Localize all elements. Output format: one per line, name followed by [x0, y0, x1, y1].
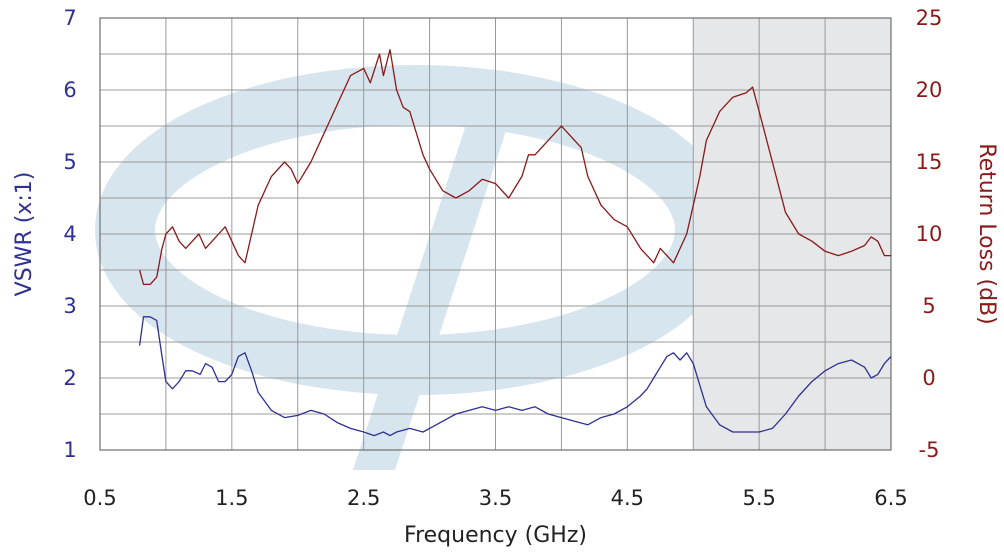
- x-axis-title: Frequency (GHz): [404, 523, 587, 548]
- x-tick-label: 1.5: [215, 486, 248, 510]
- series-line-return-loss: [138, 49, 891, 286]
- y-right-tick-label: 10: [916, 222, 943, 246]
- plot-frame: [99, 17, 892, 451]
- y-left-tick-label: 5: [63, 150, 76, 174]
- y-right-tick-label: 0: [922, 366, 935, 390]
- watermark-stroke: [353, 88, 520, 470]
- y-left-tick-label: 7: [63, 6, 76, 30]
- watermark-logo: [95, 65, 735, 470]
- y-right-tick-label: 15: [916, 150, 943, 174]
- x-tick-label: 2.5: [347, 486, 380, 510]
- y-left-tick-label: 2: [63, 366, 76, 390]
- x-tick-label: 3.5: [479, 486, 512, 510]
- x-tick-labels: 0.5 1.5 2.5 3.5 4.5 5.5 6.5: [83, 486, 907, 510]
- y-left-tick-label: 3: [63, 294, 76, 318]
- y-right-axis-title: Return Loss (dB): [974, 143, 999, 324]
- x-tick-label: 5.5: [742, 486, 775, 510]
- y-left-tick-label: 6: [63, 78, 76, 102]
- y-left-axis-title: VSWR (x:1): [12, 172, 37, 297]
- y-left-tick-labels: 1 2 3 4 5 6 7: [63, 6, 76, 462]
- x-tick-label: 4.5: [611, 486, 644, 510]
- series-line-vswr: [138, 316, 892, 437]
- y-right-tick-label: 25: [916, 6, 943, 30]
- y-left-tick-label: 4: [63, 222, 76, 246]
- x-tick-label: 0.5: [83, 486, 116, 510]
- y-right-tick-label: 20: [916, 78, 943, 102]
- x-tick-label: 6.5: [874, 486, 907, 510]
- y-left-tick-label: 1: [63, 438, 76, 462]
- y-right-tick-labels: -5 0 5 10 15 20 25: [916, 6, 943, 462]
- y-right-tick-label: -5: [919, 438, 940, 462]
- y-right-tick-label: 5: [922, 294, 935, 318]
- series-layer: [138, 49, 892, 437]
